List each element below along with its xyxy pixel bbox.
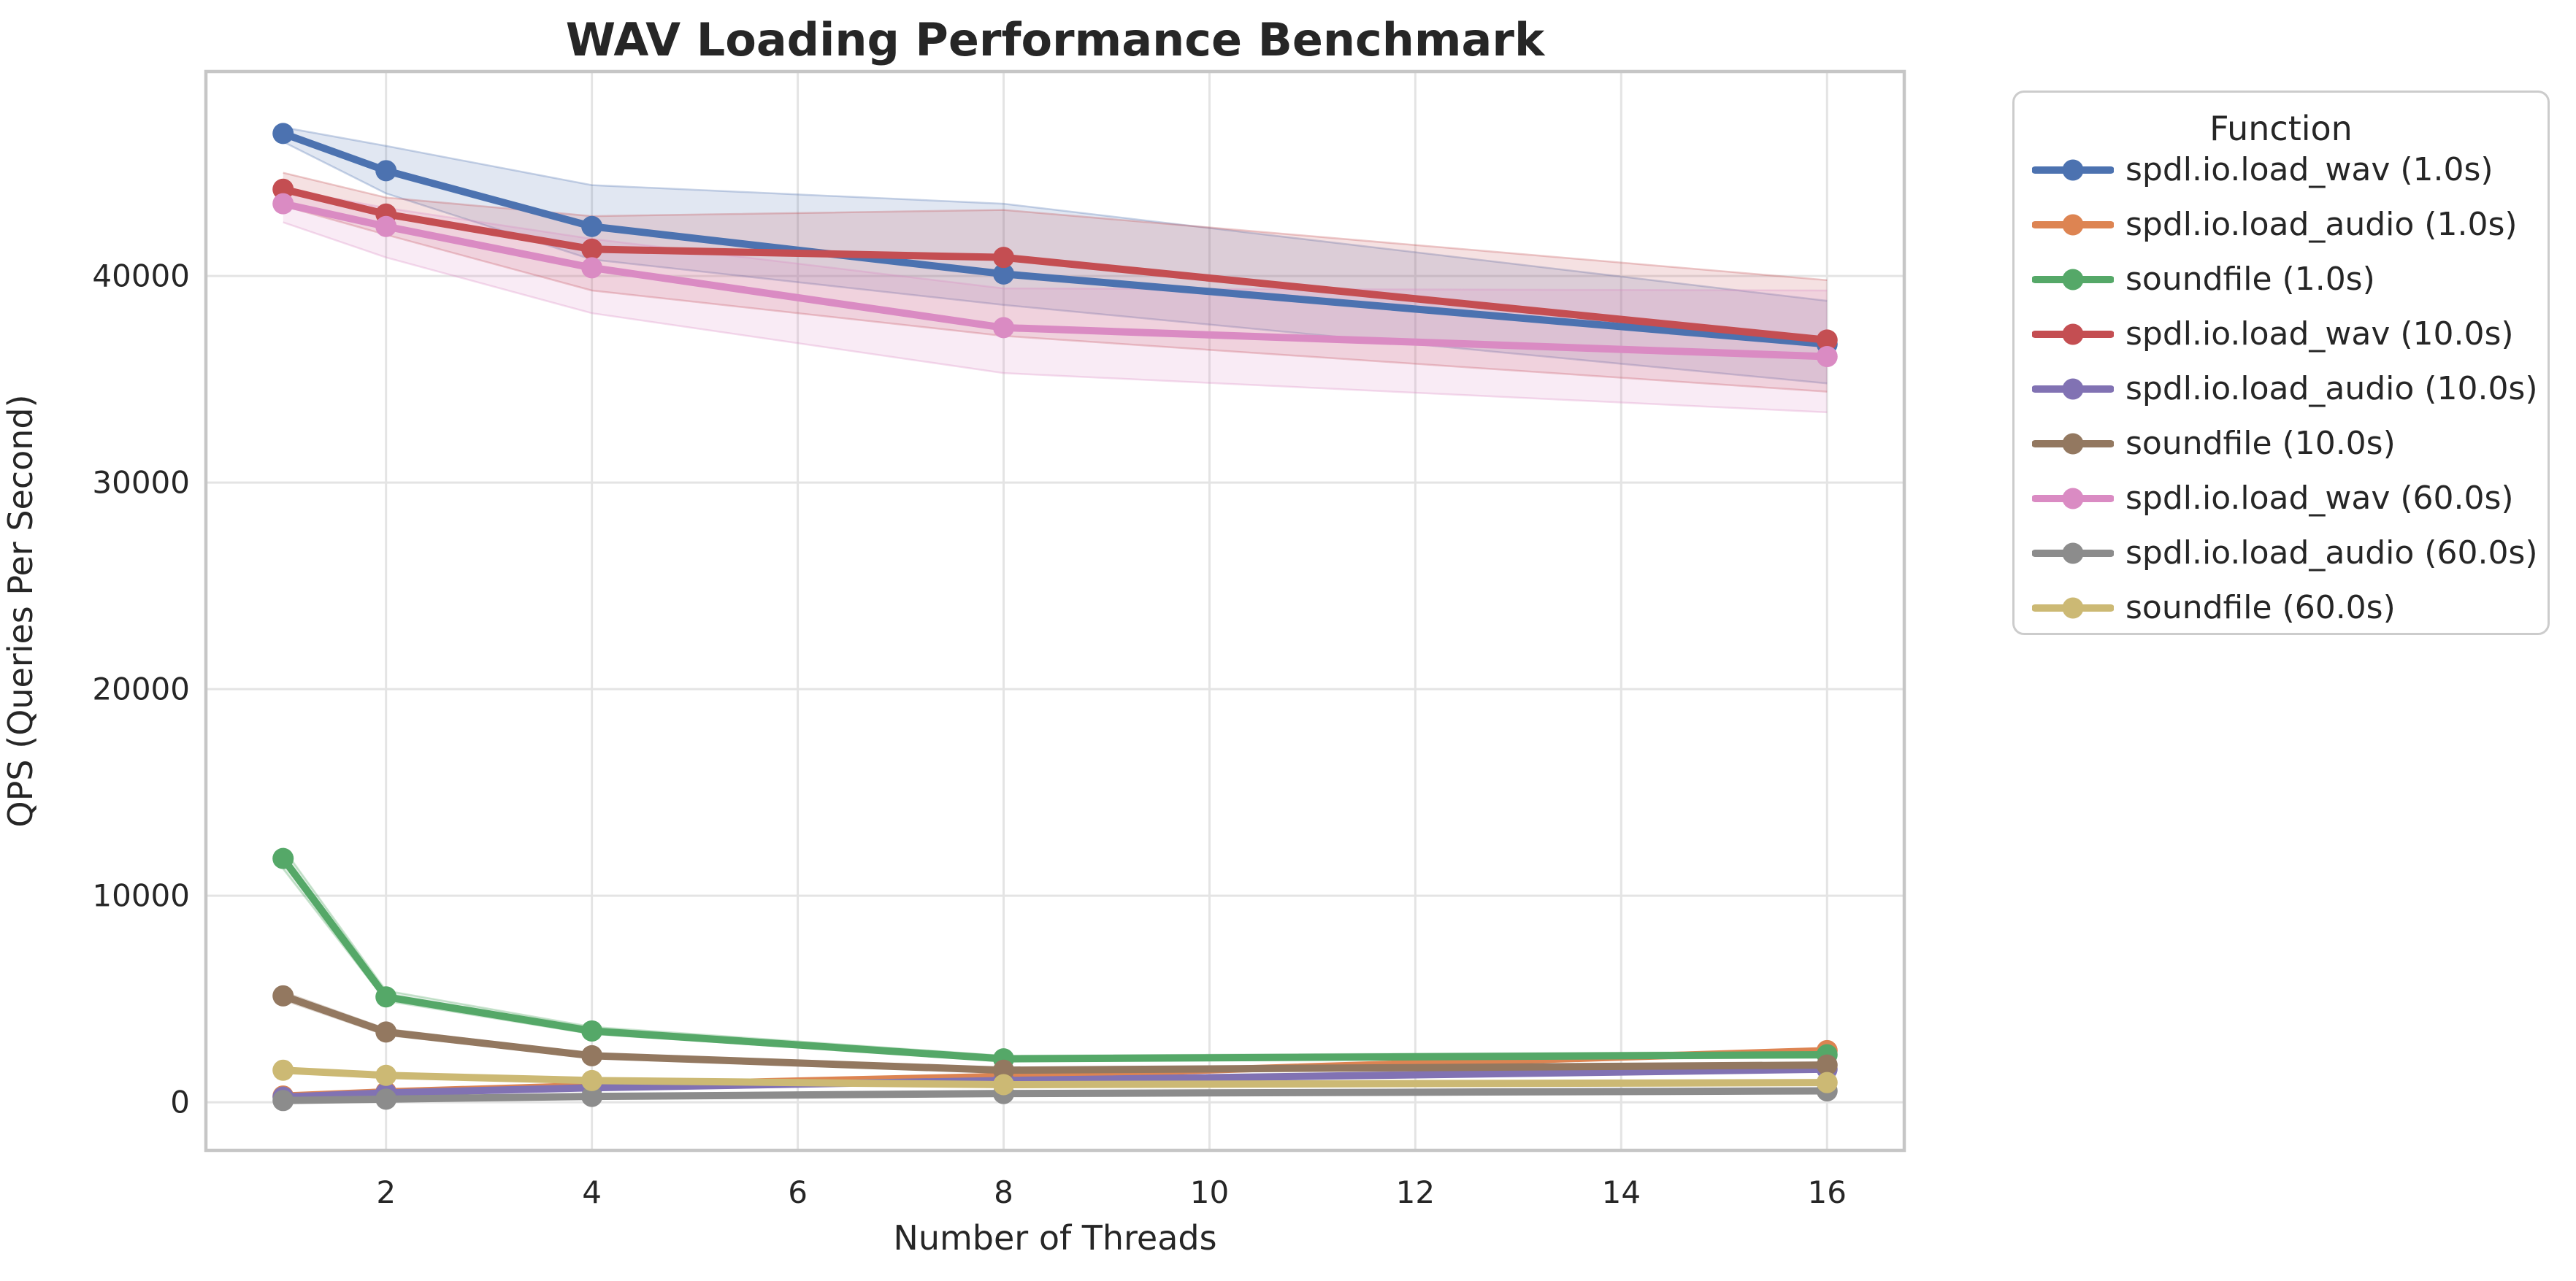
data-point xyxy=(581,215,603,237)
data-point xyxy=(581,257,603,279)
data-point xyxy=(581,238,603,260)
y-axis-label: QPS (Queries Per Second) xyxy=(1,394,40,827)
confidence-band-edge xyxy=(283,204,1828,393)
data-point xyxy=(375,1088,397,1110)
data-point xyxy=(272,1090,294,1112)
legend-line-marker-icon xyxy=(2032,378,2114,399)
data-point xyxy=(272,1059,294,1081)
data-point xyxy=(375,1064,397,1086)
legend-item-label: spdl.io.load_wav (60.0s) xyxy=(2125,480,2514,517)
data-point xyxy=(993,1074,1015,1096)
legend-title: Function xyxy=(2209,109,2353,148)
legend-line-marker-icon xyxy=(2032,214,2114,235)
confidence-band xyxy=(283,127,1828,384)
legend-line-marker-icon xyxy=(2032,433,2114,454)
legend-item-label: spdl.io.load_audio (60.0s) xyxy=(2125,534,2538,572)
data-point xyxy=(272,123,294,145)
confidence-band-edge xyxy=(283,126,1828,302)
legend-item: soundfile (1.0s) xyxy=(2015,252,2548,307)
legend-line-marker-icon xyxy=(2032,269,2114,290)
legend-item: spdl.io.load_audio (60.0s) xyxy=(2015,526,2548,580)
legend-item: soundfile (60.0s) xyxy=(2015,580,2548,635)
legend-item-label: soundfile (1.0s) xyxy=(2125,261,2375,298)
x-tick-label: 6 xyxy=(788,1174,808,1210)
data-point xyxy=(993,263,1015,285)
data-point xyxy=(375,1021,397,1043)
legend-item-label: soundfile (60.0s) xyxy=(2125,589,2396,626)
data-point xyxy=(581,1069,603,1091)
legend-line-marker-icon xyxy=(2032,323,2114,345)
x-tick-label: 4 xyxy=(582,1174,602,1210)
x-tick-label: 16 xyxy=(1808,1174,1847,1210)
data-point xyxy=(1816,1072,1838,1093)
legend-item: spdl.io.load_audio (10.0s) xyxy=(2015,361,2548,416)
data-point xyxy=(375,215,397,237)
data-point xyxy=(1816,329,1838,351)
x-axis-label: Number of Threads xyxy=(893,1218,1216,1258)
confidence-band-edge xyxy=(283,221,1828,414)
data-point xyxy=(993,1059,1015,1081)
legend-item: spdl.io.load_audio (1.0s) xyxy=(2015,197,2548,252)
data-point xyxy=(1816,1054,1838,1076)
confidence-band xyxy=(283,172,1828,392)
legend-item-label: spdl.io.load_wav (10.0s) xyxy=(2125,315,2514,353)
legend: Function spdl.io.load_wav (1.0s) spdl.io.… xyxy=(2012,91,2550,635)
data-point xyxy=(993,317,1015,339)
x-tick-label: 8 xyxy=(994,1174,1013,1210)
y-tick-label: 0 xyxy=(170,1085,190,1120)
data-point xyxy=(993,247,1015,269)
legend-item: spdl.io.load_wav (60.0s) xyxy=(2015,471,2548,526)
y-tick-label: 10000 xyxy=(92,878,190,914)
chart-title: WAV Loading Performance Benchmark xyxy=(565,13,1545,66)
x-tick-label: 10 xyxy=(1190,1174,1229,1210)
legend-line-marker-icon xyxy=(2032,488,2114,509)
plot-border xyxy=(204,69,1906,1153)
legend-item: soundfile (10.0s) xyxy=(2015,416,2548,471)
legend-item-label: spdl.io.load_audio (10.0s) xyxy=(2125,370,2538,407)
data-point xyxy=(581,1085,603,1107)
data-point xyxy=(272,985,294,1007)
legend-item: spdl.io.load_wav (10.0s) xyxy=(2015,307,2548,361)
x-tick-label: 14 xyxy=(1602,1174,1641,1210)
legend-items: spdl.io.load_wav (1.0s) spdl.io.load_audi… xyxy=(2015,142,2548,635)
data-point xyxy=(581,1045,603,1066)
data-point xyxy=(375,986,397,1008)
data-point xyxy=(272,193,294,215)
data-point xyxy=(272,178,294,200)
x-tick-label: 2 xyxy=(376,1174,396,1210)
y-tick-label: 20000 xyxy=(92,672,190,707)
data-point xyxy=(581,1020,603,1042)
legend-item: spdl.io.load_wav (1.0s) xyxy=(2015,142,2548,197)
y-tick-label: 30000 xyxy=(92,465,190,501)
x-tick-label: 12 xyxy=(1396,1174,1435,1210)
legend-line-marker-icon xyxy=(2032,542,2114,563)
legend-item-label: spdl.io.load_audio (1.0s) xyxy=(2125,206,2518,243)
y-tick-label: 40000 xyxy=(92,258,190,294)
legend-line-marker-icon xyxy=(2032,159,2114,180)
legend-line-marker-icon xyxy=(2032,597,2114,618)
data-point xyxy=(272,847,294,869)
legend-item-label: spdl.io.load_wav (1.0s) xyxy=(2125,151,2493,188)
data-point xyxy=(375,160,397,182)
legend-item-label: soundfile (10.0s) xyxy=(2125,425,2396,462)
data-point xyxy=(1816,346,1838,368)
confidence-band xyxy=(283,189,1828,412)
